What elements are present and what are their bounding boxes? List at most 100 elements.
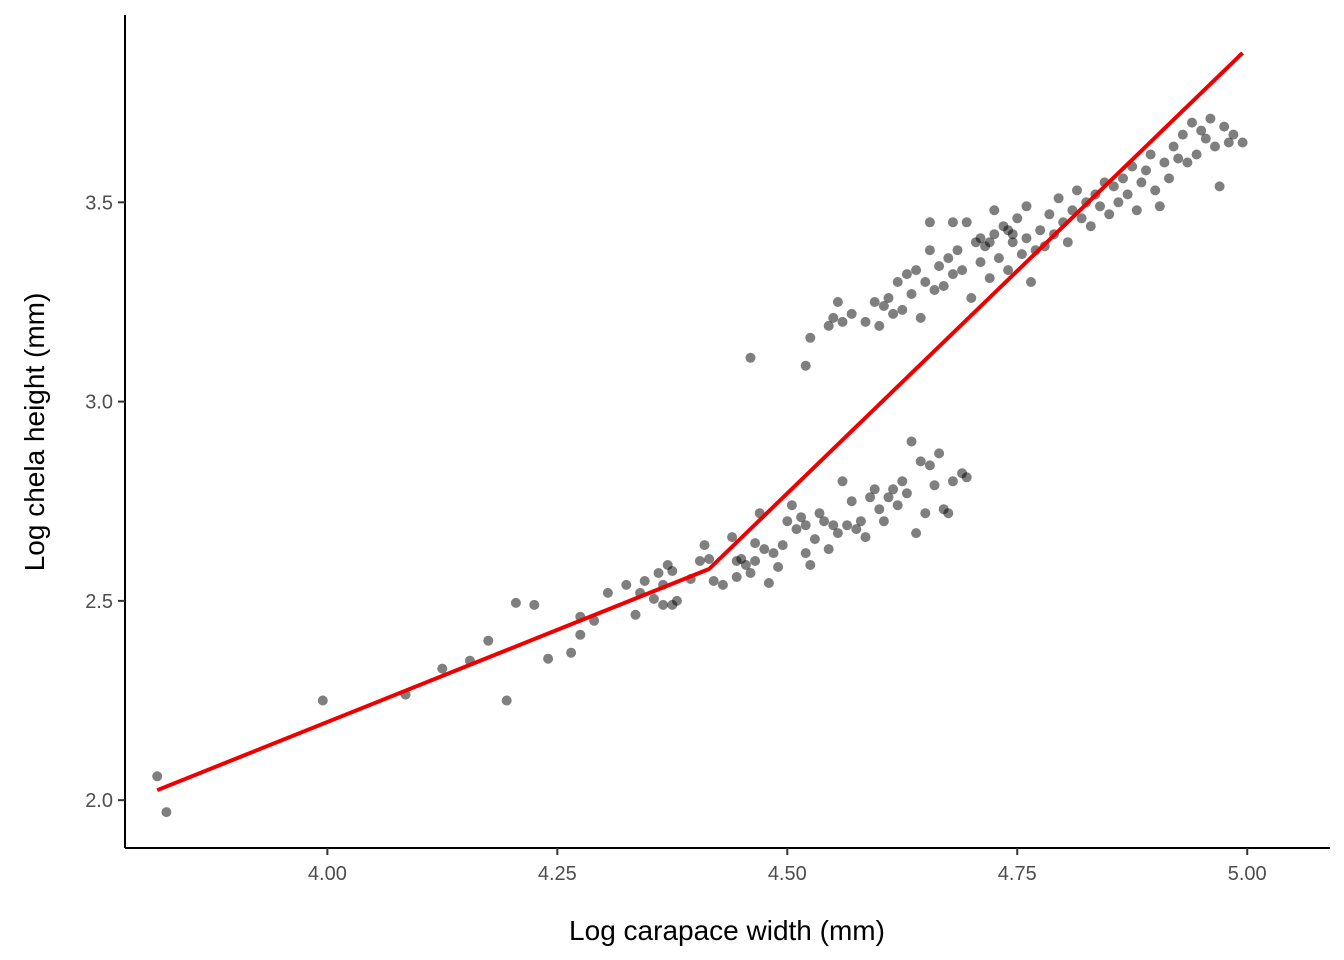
data-point (796, 512, 807, 523)
data-point (860, 532, 871, 543)
data-point (161, 807, 172, 818)
data-point (989, 229, 1000, 240)
data-point (915, 312, 926, 323)
fit-line-layer (156, 51, 1244, 793)
data-point (920, 277, 931, 287)
data-point (934, 261, 945, 272)
data-point (823, 320, 834, 331)
data-point (750, 538, 761, 549)
data-point (878, 516, 889, 527)
data-point (832, 297, 843, 307)
axes: 4.00 4.25 4.50 4.75 5.00 2.0 2.5 3.0 3.5 (85, 15, 1330, 885)
data-point (1150, 185, 1161, 196)
data-point (915, 456, 926, 467)
data-point (152, 771, 163, 782)
data-point (800, 548, 811, 559)
data-point (924, 460, 935, 471)
data-point (961, 472, 972, 483)
data-point (989, 205, 1000, 216)
data-point (1053, 193, 1064, 204)
data-point (630, 609, 641, 620)
data-point (1122, 189, 1133, 200)
data-point (929, 480, 940, 491)
data-point (855, 516, 866, 527)
data-point (805, 560, 816, 570)
data-point (920, 508, 931, 519)
data-point (846, 308, 857, 319)
x-tick-label: 5.00 (1228, 863, 1267, 885)
data-point (1012, 213, 1023, 224)
data-point (1187, 117, 1197, 128)
data-point (1035, 225, 1046, 236)
data-point (1200, 133, 1211, 144)
y-axis-title: Log chela height (mm) (19, 293, 50, 572)
data-point (906, 289, 917, 299)
data-point (648, 593, 659, 604)
data-point (745, 352, 756, 363)
x-tick-label: 4.00 (308, 863, 347, 885)
x-tick-label: 4.50 (768, 863, 807, 885)
y-tick-label: 2.5 (85, 591, 113, 613)
data-point (883, 293, 894, 303)
data-point (1136, 177, 1147, 188)
data-point (892, 277, 903, 287)
data-point (1210, 141, 1220, 152)
data-point (828, 312, 839, 323)
x-tick-label: 4.25 (538, 863, 577, 885)
data-point (731, 572, 742, 582)
data-point (1026, 277, 1036, 287)
data-point (1223, 137, 1234, 148)
data-point (878, 301, 889, 311)
data-point (1164, 173, 1174, 184)
data-point (667, 566, 678, 576)
data-point (791, 524, 802, 535)
data-point (819, 516, 830, 527)
data-point (1044, 209, 1055, 220)
data-point (745, 568, 756, 578)
data-point (1131, 205, 1142, 216)
data-point (947, 269, 958, 280)
data-point (984, 237, 995, 248)
data-point (943, 508, 954, 519)
data-point (975, 257, 986, 268)
data-point (860, 316, 871, 327)
data-point (510, 597, 521, 608)
data-point (483, 635, 494, 646)
data-point (892, 500, 903, 511)
data-point (1021, 233, 1032, 244)
data-point (883, 492, 894, 503)
x-tick-label: 4.75 (998, 863, 1037, 885)
data-point (1076, 213, 1087, 224)
data-point (750, 556, 761, 566)
data-point (699, 540, 710, 551)
data-point (740, 560, 751, 570)
data-point (901, 488, 912, 499)
data-point (1154, 201, 1165, 212)
data-point (906, 436, 917, 447)
data-point (929, 285, 940, 295)
data-point (759, 544, 770, 555)
data-point (1141, 165, 1151, 176)
data-point (529, 599, 540, 610)
data-point (1196, 125, 1207, 136)
data-point (1159, 157, 1170, 168)
data-point (837, 316, 848, 327)
data-point (800, 520, 811, 531)
data-point (924, 217, 935, 228)
data-point (800, 360, 811, 371)
data-point (1016, 249, 1027, 260)
data-point (1145, 149, 1156, 160)
data-point (934, 448, 945, 459)
data-point (1021, 201, 1032, 212)
data-point (1205, 113, 1216, 124)
data-point (911, 528, 922, 539)
data-point (947, 217, 958, 228)
data-point (1095, 201, 1105, 212)
data-point (1007, 229, 1018, 240)
data-point (501, 695, 512, 706)
data-point (947, 476, 958, 487)
y-tick-label: 2.0 (85, 790, 113, 812)
data-point (708, 576, 719, 586)
data-point (897, 476, 908, 487)
